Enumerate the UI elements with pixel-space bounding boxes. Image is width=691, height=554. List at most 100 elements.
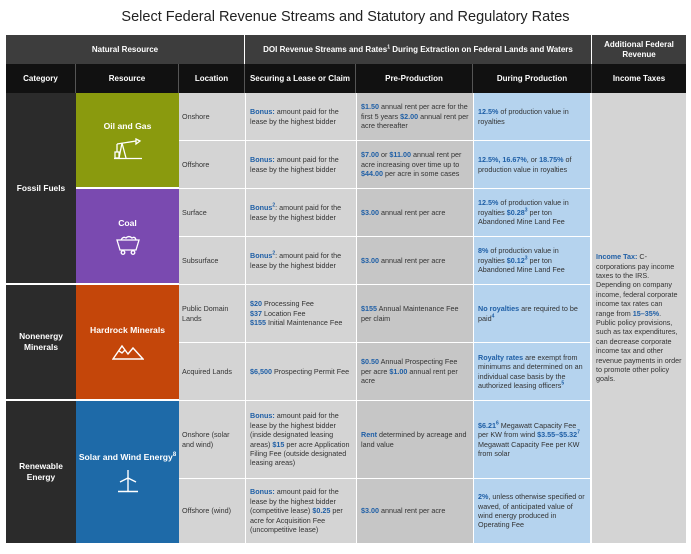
pre-acquired: $0.50 Annual Prospecting Fee per acre $1… [356, 343, 473, 401]
pre-public-domain: $155 Annual Maintenance Fee per claim [356, 285, 473, 343]
text: Annual Maintenance Fee per claim [361, 304, 459, 323]
text: amount paid for the lease by the highest… [250, 107, 339, 126]
securing-offshore-og: Bonus: amount paid for the lease by the … [245, 141, 356, 189]
bold-text: $155 [250, 318, 266, 328]
text: per acre for Acquisition Fee (uncompetit… [250, 506, 343, 535]
col-location: Location [179, 64, 245, 93]
col-resource: Resource [76, 64, 179, 93]
bold-text: $44.00 [361, 169, 383, 179]
text: C-corporations pay income taxes to the I… [596, 252, 678, 318]
text: of production value in royalties [478, 246, 559, 265]
during-surface: 12.5% of production value in royalties $… [473, 189, 590, 237]
bold-text: $11.00 [389, 150, 411, 160]
category-renewable-energy: Renewable Energy [6, 401, 76, 543]
bold-text: $0.12 [506, 255, 525, 265]
bold-text: Bonus [250, 203, 273, 213]
bold-text: $6.21 [478, 420, 496, 430]
resource-coal: Coal [76, 189, 179, 285]
location-onshore: Onshore [179, 93, 245, 141]
text: Processing Fee [262, 299, 314, 309]
col-category: Category [6, 64, 76, 93]
text: annual rent per acre [379, 207, 446, 217]
location-surface: Surface [179, 189, 245, 237]
text: annual rent per acre thereafter [361, 111, 469, 131]
bold-text: $20 [250, 299, 262, 309]
superscript: 7 [577, 429, 580, 436]
bold-text: $0.28 [506, 207, 525, 217]
col-during: During Production [473, 64, 592, 93]
col-income-taxes: Income Taxes [592, 64, 686, 93]
income-tax-label: Income Tax: [596, 252, 638, 262]
bold-text: $6,500 [250, 366, 272, 376]
bold-text: 12.5% [478, 198, 499, 208]
bold-text: Bonus: [250, 411, 275, 421]
text: of production value in royalties [478, 198, 569, 217]
bold-text: $37 [250, 308, 262, 318]
text: annual rent per acre [379, 255, 446, 265]
superscript: 3 [524, 255, 528, 262]
during-onshore-sw: $6.216 Megawatt Capacity Fee per KW from… [473, 401, 590, 479]
text: of production value in royalties [478, 155, 572, 174]
resource-solar-wind-sup: 8 [172, 451, 177, 458]
text: are required to be paid [478, 304, 578, 323]
bold-text: $2.00 [400, 111, 419, 121]
bold-text: $0.25 [312, 506, 331, 516]
text: amount paid for the lease by the highest… [250, 155, 339, 174]
bold-text: 12.5% [478, 107, 499, 117]
income-tax-description: Income Tax: C-corporations pay income ta… [592, 93, 686, 543]
text: are exempt from minimums and determined … [478, 352, 583, 390]
pre-offshore-og: $7.00 or $11.00 annual rent per acre inc… [356, 141, 473, 189]
text: : amount paid for the lease by the highe… [250, 251, 342, 270]
bold-text: 12.5%, 16.67% [478, 155, 527, 165]
bold-text: $0.50 [361, 357, 379, 367]
oil-pump-icon [113, 137, 142, 159]
securing-offshore-w: Bonus: amount paid for the lease by the … [245, 479, 356, 543]
bold-text: $1.00 [389, 366, 408, 376]
resource-coal-label: Coal [118, 217, 137, 228]
securing-acquired: $6,500 Prospecting Permit Fee [245, 343, 356, 401]
header-natural-resource: Natural Resource [6, 35, 245, 64]
bold-text: 8% [478, 246, 489, 256]
securing-onshore-sw: Bonus: amount paid for the lease by the … [245, 401, 356, 479]
text: : amount paid for the lease by the highe… [250, 203, 342, 222]
superscript: 3 [524, 207, 528, 214]
income-tax-range: 15–35% [632, 308, 660, 318]
pre-subsurface: $3.00 annual rent per acre [356, 237, 473, 285]
securing-onshore-og: Bonus: amount paid for the lease by the … [245, 93, 356, 141]
bold-text: $3.55–$5.32 [537, 430, 578, 440]
column-gap [590, 93, 592, 543]
location-onshore-solar-wind: Onshore (solar and wind) [179, 401, 245, 479]
resource-solar-wind: Solar and Wind Energy8 [76, 401, 179, 543]
location-offshore: Offshore [179, 141, 245, 189]
text: Annual Prospecting Fee per acre [361, 357, 458, 376]
text: Megawatt Capacity Fee per KW from solar [478, 439, 580, 458]
bold-text: $155 [361, 304, 377, 314]
during-subsurface: 8% of production value in royalties $0.1… [473, 237, 590, 285]
col-securing: Securing a Lease or Claim [245, 64, 356, 93]
pre-onshore-sw: Rent determined by acreage and land valu… [356, 401, 473, 479]
during-public-domain: No royalties are required to be paid4 [473, 285, 590, 343]
during-acquired: Royalty rates are exempt from minimums a… [473, 343, 590, 401]
securing-surface: Bonus2: amount paid for the lease by the… [245, 189, 356, 237]
bold-text: 18.75% [539, 155, 564, 165]
coal-cart-icon [115, 235, 140, 255]
wind-turbine-icon [117, 469, 138, 492]
superscript: 2 [272, 250, 276, 257]
superscript: 6 [496, 420, 499, 427]
location-offshore-wind: Offshore (wind) [179, 479, 245, 543]
header-doi-streams: DOI Revenue Streams and Rates1 During Ex… [245, 35, 592, 64]
bold-text: Bonus: [250, 155, 275, 165]
text: Megawatt Capacity Fee per KW from wind [478, 420, 577, 440]
category-fossil-fuels: Fossil Fuels [6, 93, 76, 285]
bold-text: Bonus: [250, 487, 275, 497]
bold-text: Bonus: [250, 107, 275, 117]
bold-text: Rent [361, 430, 377, 440]
resource-solar-wind-label: Solar and Wind Energy [78, 451, 173, 462]
during-offshore-og: 12.5%, 16.67%, or 18.75% of production v… [473, 141, 590, 189]
superscript: 4 [491, 313, 495, 320]
bold-text: $3.00 [361, 255, 379, 265]
bold-text: 2% [478, 492, 489, 502]
location-subsurface: Subsurface [179, 237, 245, 285]
during-onshore-og: 12.5% of production value in royalties [473, 93, 590, 141]
col-preproduction: Pre-Production [356, 64, 473, 93]
